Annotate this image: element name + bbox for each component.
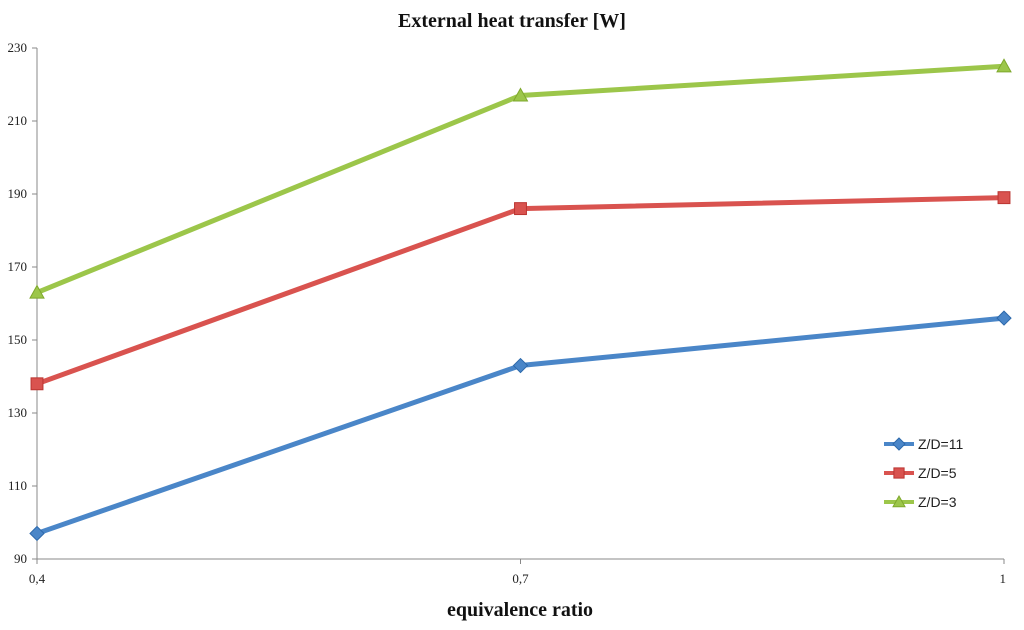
x-tick-label: 1: [1000, 571, 1007, 586]
y-tick-label: 90: [14, 551, 27, 566]
y-tick-label: 210: [8, 113, 28, 128]
series-line: [34, 195, 1007, 387]
legend-label: Z/D=3: [918, 494, 957, 510]
series-z-d-3: [29, 58, 1012, 299]
legend-triangle-icon: [892, 494, 906, 508]
diamond-data-point: [512, 357, 529, 374]
triangle-data-point: [512, 87, 529, 102]
legend-square-icon: [893, 467, 905, 479]
legend: Z/D=11 Z/D=5 Z/D=3: [884, 436, 963, 510]
square-data-point: [30, 377, 44, 391]
x-axis-label: equivalence ratio: [447, 599, 593, 621]
legend-item: Z/D=11: [884, 436, 963, 452]
legend-item: Z/D=3: [884, 494, 957, 510]
y-tick-label: 150: [8, 332, 28, 347]
series-layer: [29, 58, 1012, 542]
legend-diamond-icon: [892, 437, 906, 451]
x-tick-label: 0,4: [29, 571, 46, 586]
series-line: [34, 315, 1007, 536]
square-data-point: [514, 202, 527, 216]
x-tick-labels: 0,4 0,7 1: [29, 559, 1006, 586]
y-tick-label: 230: [8, 40, 28, 55]
diamond-data-point: [29, 525, 45, 542]
y-tick-label: 170: [8, 259, 28, 274]
y-tick-labels: 90 110 130 150 170 190 210 230: [8, 40, 37, 566]
diamond-data-point: [996, 310, 1012, 326]
y-tick-label: 110: [8, 478, 27, 493]
legend-label: Z/D=5: [918, 465, 957, 481]
chart-title: External heat transfer [W]: [398, 10, 626, 32]
x-tick-label: 0,7: [512, 571, 529, 586]
series-z-d-11: [29, 310, 1012, 542]
legend-label: Z/D=11: [918, 436, 963, 452]
series-z-d-5: [30, 191, 1011, 391]
y-tick-label: 130: [8, 405, 28, 420]
y-tick-label: 190: [8, 186, 28, 201]
triangle-data-point: [29, 284, 45, 299]
square-data-point: [997, 191, 1011, 205]
legend-item: Z/D=5: [884, 465, 957, 481]
triangle-data-point: [996, 58, 1012, 73]
